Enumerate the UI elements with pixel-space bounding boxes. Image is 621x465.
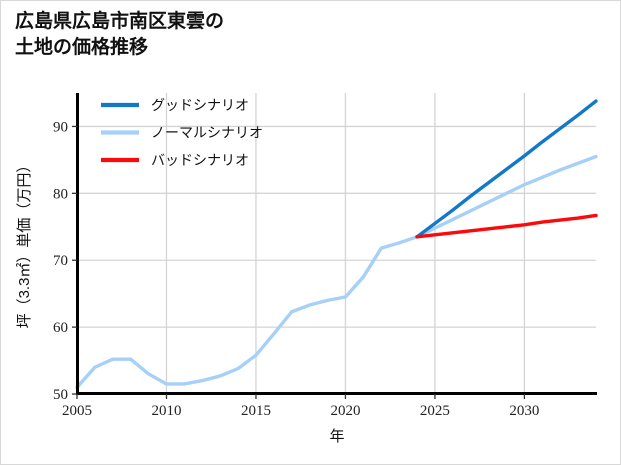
legend-label-1: ノーマルシナリオ	[151, 125, 263, 141]
title-line-2: 土地の価格推移	[15, 37, 149, 59]
title-line-1: 広島県広島市南区東雲の	[15, 11, 225, 32]
x-axis-ticks: 2005 2010 2015 2020 2025 2030	[62, 394, 539, 419]
x-tick-label-2015: 2015	[241, 403, 271, 419]
series-line-ノーマルシナリオ	[75, 154, 598, 390]
x-tick-label-2020: 2020	[330, 403, 360, 419]
x-tick-label-2025: 2025	[420, 403, 450, 419]
x-axis-title: 年	[329, 428, 344, 445]
data-series-layer	[75, 99, 598, 390]
legend-label-2: バッドシナリオ	[151, 152, 249, 168]
y-axis-ticks: 50 60 70 80 90	[53, 119, 77, 403]
x-tick-label-2005: 2005	[62, 403, 92, 419]
y-tick-label-50: 50	[53, 387, 68, 403]
legend-label-0: グッドシナリオ	[151, 97, 249, 113]
series-line-バッドシナリオ	[415, 213, 598, 239]
page-title: 広島県広島市南区東雲の 土地の価格推移	[15, 9, 435, 61]
plot-area-background	[77, 93, 596, 394]
y-tick-label-60: 60	[53, 320, 68, 336]
y-tick-label-90: 90	[53, 119, 68, 135]
x-tick-label-2010: 2010	[151, 403, 181, 419]
y-axis-title: 坪（3.3㎡）単価（万円）	[16, 158, 33, 329]
y-tick-label-70: 70	[53, 253, 68, 269]
series-line-グッドシナリオ	[415, 99, 598, 239]
y-tick-label-80: 80	[53, 186, 68, 202]
x-tick-label-2030: 2030	[509, 403, 539, 419]
